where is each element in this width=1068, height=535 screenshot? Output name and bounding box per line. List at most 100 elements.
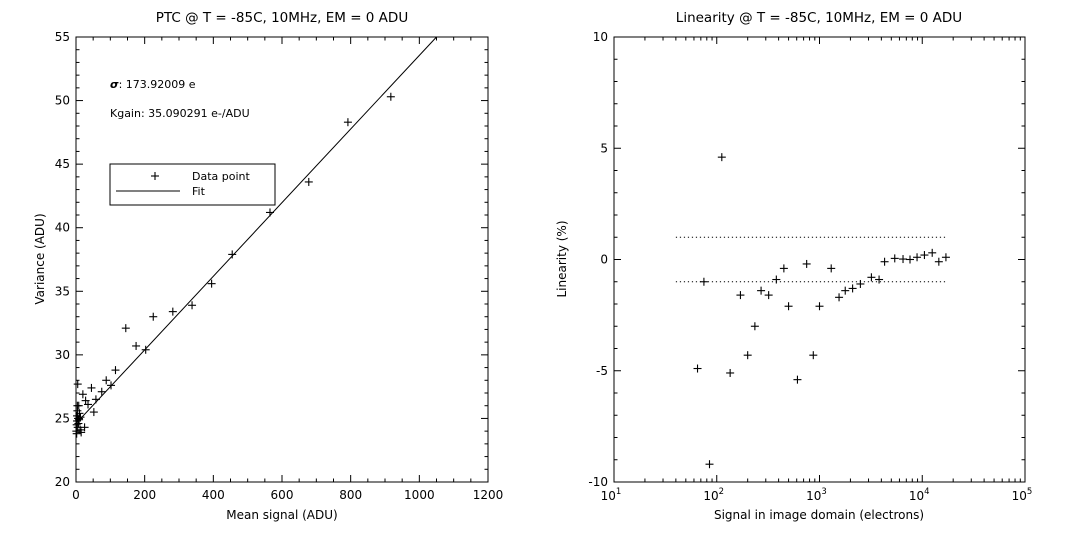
- ptc-data-point: [304, 177, 313, 186]
- linearity-data-point: [848, 284, 857, 293]
- linearity-data-point: [899, 255, 908, 264]
- linearity-data-point: [693, 364, 702, 373]
- legend-label-data-point: Data point: [192, 170, 251, 183]
- ptc-data-point: [91, 395, 100, 404]
- ptc-data-series: [72, 92, 395, 438]
- ptc-data-point: [75, 409, 84, 418]
- ptc-data-point: [74, 401, 83, 410]
- linearity-data-point: [784, 302, 793, 311]
- linearity-data-point: [764, 291, 773, 300]
- sigma-symbol: σ: [110, 78, 119, 91]
- linearity-y-tick-label: -10: [588, 475, 608, 489]
- ptc-y-tick-label: 45: [55, 157, 70, 171]
- ptc-y-tick-label: 55: [55, 30, 70, 44]
- ptc-plot-frame: [75, 36, 489, 483]
- ptc-legend: Data point Fit: [109, 163, 276, 206]
- linearity-x-axis-label: Signal in image domain (electrons): [714, 508, 924, 522]
- ptc-data-point: [141, 345, 150, 354]
- ptc-data-point: [149, 312, 158, 321]
- linearity-data-point: [705, 460, 714, 469]
- ptc-y-tick-label: 25: [55, 411, 70, 425]
- ptc-fit-series: [75, 36, 437, 424]
- sigma-annotation: σ: 173.92009 e: [110, 78, 196, 91]
- linearity-y-tick-label: -5: [596, 364, 608, 378]
- linearity-x-tick-label: 103: [806, 487, 827, 503]
- ptc-data-point: [74, 419, 83, 428]
- linearity-data-point: [815, 302, 824, 311]
- ptc-x-axis-label: Mean signal (ADU): [226, 508, 337, 522]
- linearity-data-point: [699, 277, 708, 286]
- linearity-data-point: [928, 248, 937, 257]
- linearity-y-axis-label: Linearity (%): [555, 220, 569, 297]
- linearity-reference-lines: [675, 236, 946, 283]
- ptc-data-point: [228, 250, 237, 259]
- ptc-data-point: [207, 279, 216, 288]
- ptc-y-axis-label: Variance (ADU): [33, 213, 47, 304]
- ptc-data-point: [107, 381, 116, 390]
- ptc-data-point: [80, 423, 89, 432]
- linearity-data-point: [793, 375, 802, 384]
- linearity-x-tick-label: 101: [601, 487, 622, 503]
- linearity-data-point: [827, 264, 836, 273]
- linearity-chart-title: Linearity @ T = -85C, 10MHz, EM = 0 ADU: [676, 10, 962, 26]
- ptc-y-tick-label: 35: [55, 284, 70, 298]
- ptc-data-point: [97, 387, 106, 396]
- linearity-data-point: [880, 257, 889, 266]
- linearity-data-point: [941, 253, 950, 262]
- linearity-data-point: [802, 259, 811, 268]
- ptc-data-point: [121, 324, 130, 333]
- linearity-data-point: [890, 254, 899, 263]
- linearity-chart: Linearity @ T = -85C, 10MHz, EM = 0 ADU …: [555, 10, 1032, 522]
- linearity-data-point: [717, 153, 726, 162]
- ptc-data-point: [87, 383, 96, 392]
- linearity-data-point: [875, 275, 884, 284]
- ptc-data-point: [188, 301, 197, 310]
- ptc-x-tick-label: 0: [72, 488, 80, 502]
- ptc-data-point: [386, 92, 395, 101]
- ptc-data-point: [168, 307, 177, 316]
- ptc-data-point: [72, 429, 81, 438]
- ptc-x-tick-label: 1200: [473, 488, 504, 502]
- ptc-data-point: [78, 390, 87, 399]
- linearity-y-tick-label: 0: [600, 253, 608, 267]
- linearity-x-tick-label: 104: [909, 487, 930, 503]
- ptc-x-tick-label: 400: [202, 488, 225, 502]
- ptc-data-point: [265, 208, 274, 217]
- kgain-annotation: Kgain: 35.090291 e-/ADU: [110, 107, 250, 120]
- linearity-y-tick-label: 5: [600, 141, 608, 155]
- ptc-y-tick-label: 50: [55, 94, 70, 108]
- ptc-x-tick-label: 200: [133, 488, 156, 502]
- ptc-data-point: [77, 428, 86, 437]
- linearity-data-series: [693, 153, 950, 469]
- linearity-data-point: [736, 291, 745, 300]
- linearity-data-point: [743, 351, 752, 360]
- ptc-y-tick-label: 30: [55, 348, 70, 362]
- linearity-data-point: [913, 253, 922, 262]
- linearity-data-point: [779, 264, 788, 273]
- linearity-data-point: [750, 322, 759, 331]
- ptc-data-point: [111, 366, 120, 375]
- linearity-data-point: [726, 368, 735, 377]
- ptc-x-tick-label: 600: [271, 488, 294, 502]
- ptc-y-tick-label: 40: [55, 221, 70, 235]
- linearity-data-point: [772, 275, 781, 284]
- linearity-data-point: [906, 255, 915, 264]
- ptc-data-point: [343, 118, 352, 127]
- linearity-data-point: [841, 286, 850, 295]
- ptc-data-point: [102, 376, 111, 385]
- linearity-data-point: [920, 251, 929, 260]
- ptc-chart: PTC @ T = -85C, 10MHz, EM = 0 ADU 0 200 40…: [33, 10, 503, 522]
- linearity-axis-ticks: 101 102 103 104 105 -10 -5 0 5 10: [588, 30, 1032, 503]
- linearity-data-point: [757, 286, 766, 295]
- legend-label-fit: Fit: [192, 185, 206, 198]
- linearity-x-tick-label: 105: [1012, 487, 1033, 503]
- ptc-axis-ticks: 0 200 400 600 800 1000 1200 20 25 30 35 40 45 50 55: [55, 30, 504, 502]
- linearity-data-point: [867, 273, 876, 282]
- linearity-data-point: [856, 279, 865, 288]
- ptc-y-tick-label: 20: [55, 475, 70, 489]
- ptc-data-point: [132, 341, 141, 350]
- linearity-x-tick-label: 102: [703, 487, 724, 503]
- legend-box: [109, 163, 276, 206]
- ptc-chart-title: PTC @ T = -85C, 10MHz, EM = 0 ADU: [156, 10, 408, 26]
